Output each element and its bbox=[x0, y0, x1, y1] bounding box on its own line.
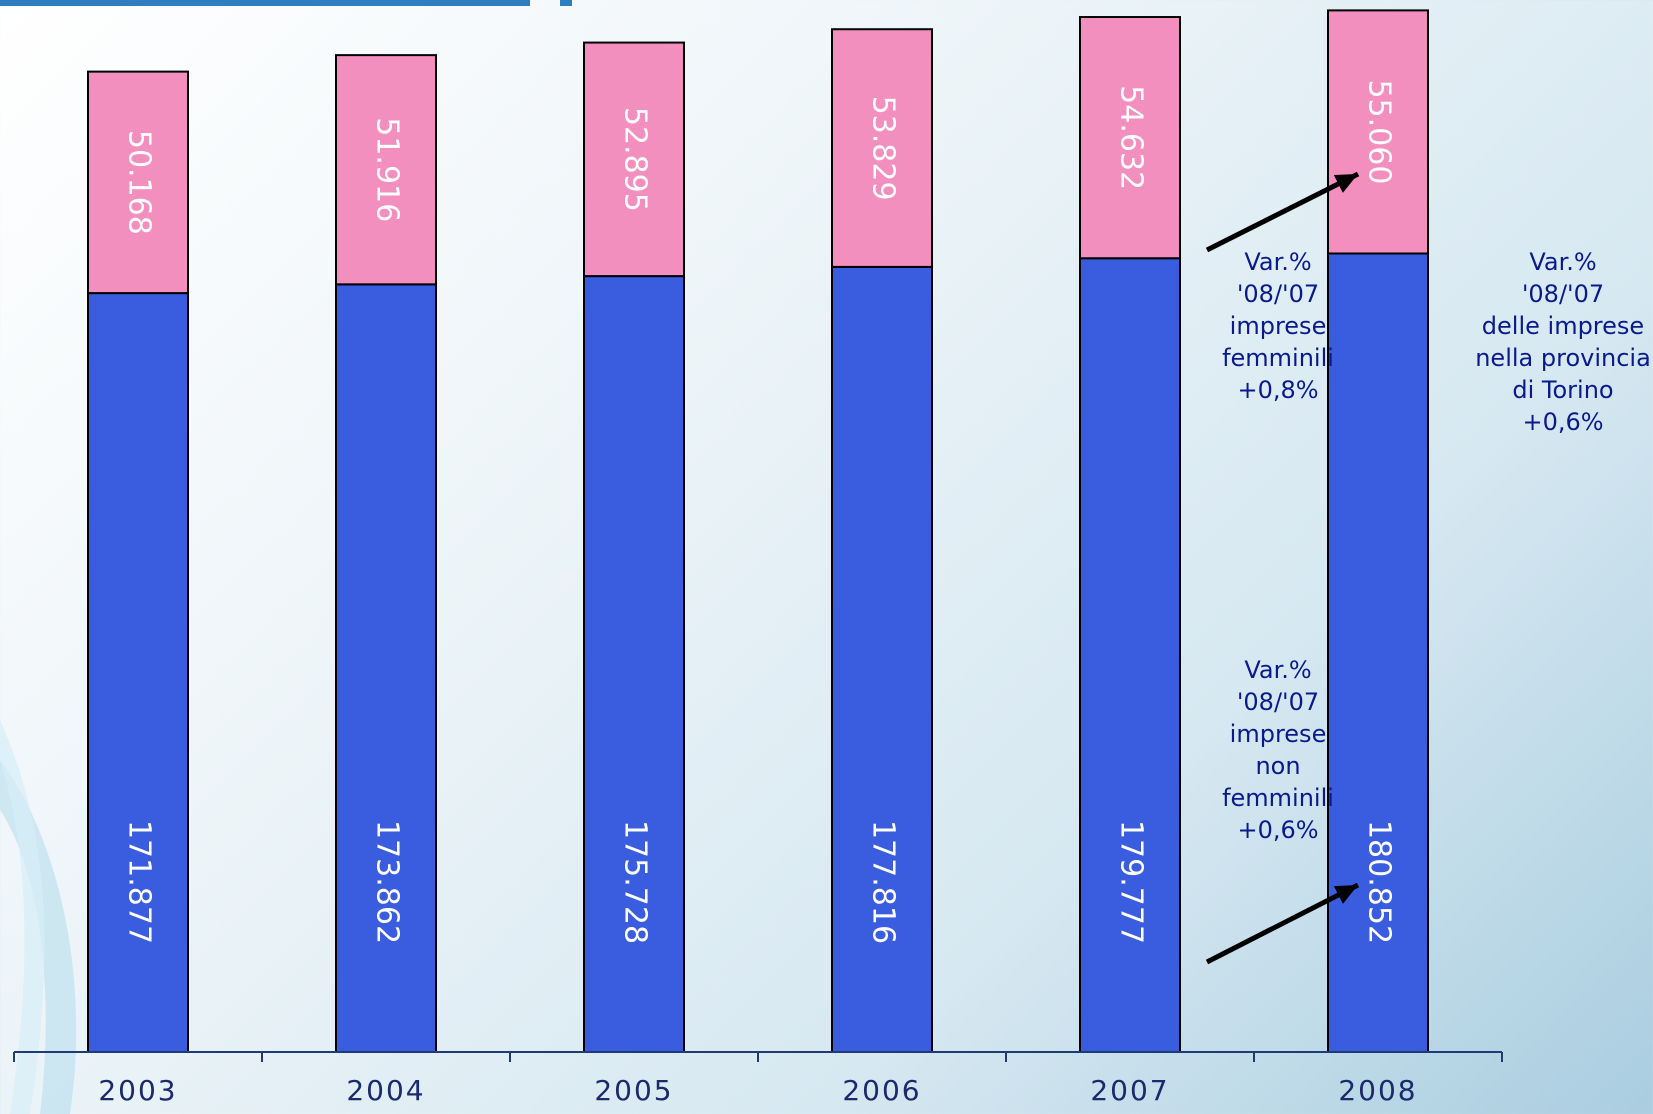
title-accent-bar bbox=[0, 0, 530, 6]
annotation-province-variation: Var.% '08/'07 delle imprese nella provin… bbox=[1475, 248, 1651, 436]
data-label-upper-2003: 50.168 bbox=[122, 130, 157, 235]
annotation-female-variation: Var.% '08/'07 imprese femminili +0,8% bbox=[1222, 248, 1334, 404]
data-label-upper-2006: 53.829 bbox=[866, 96, 901, 201]
x-tick-label-2006: 2006 bbox=[842, 1074, 921, 1107]
x-tick-label-2003: 2003 bbox=[98, 1074, 177, 1107]
data-label-lower-2004: 173.862 bbox=[370, 820, 405, 944]
annotation-non-female-variation: Var.% '08/'07 imprese non femminili +0,6… bbox=[1222, 656, 1334, 844]
bar-upper-2006 bbox=[831, 28, 933, 268]
data-label-lower-2003: 171.877 bbox=[122, 820, 157, 944]
data-label-lower-2007: 179.777 bbox=[1114, 820, 1149, 944]
bar-upper-2007 bbox=[1079, 16, 1181, 260]
data-label-lower-2005: 175.728 bbox=[618, 820, 653, 944]
bar-upper-2003 bbox=[87, 70, 189, 295]
bar-upper-2004 bbox=[335, 54, 437, 286]
x-tick-label-2004: 2004 bbox=[346, 1074, 425, 1107]
bar-lower-2007 bbox=[1079, 257, 1181, 1053]
data-label-upper-2005: 52.895 bbox=[618, 107, 653, 212]
data-label-upper-2008: 55.060 bbox=[1362, 79, 1397, 184]
bar-upper-2008 bbox=[1327, 9, 1429, 255]
x-tick-label-2008: 2008 bbox=[1338, 1074, 1417, 1107]
bar-upper-2005 bbox=[583, 41, 685, 278]
arrow-non-female-line bbox=[1205, 882, 1360, 965]
x-tick-label-2007: 2007 bbox=[1090, 1074, 1169, 1107]
bar-lower-2008 bbox=[1327, 252, 1429, 1054]
data-label-upper-2007: 54.632 bbox=[1114, 85, 1149, 190]
arrow-female-line bbox=[1205, 171, 1360, 253]
arrow-female-head bbox=[1333, 174, 1358, 193]
bar-lower-2006 bbox=[831, 265, 933, 1053]
data-label-upper-2004: 51.916 bbox=[370, 117, 405, 222]
arrow-non-female-head bbox=[1333, 885, 1358, 904]
data-label-lower-2006: 177.816 bbox=[866, 820, 901, 944]
title-accent-bar-fragment bbox=[560, 0, 572, 6]
x-tick-label-2005: 2005 bbox=[594, 1074, 673, 1107]
data-label-lower-2008: 180.852 bbox=[1362, 820, 1397, 944]
